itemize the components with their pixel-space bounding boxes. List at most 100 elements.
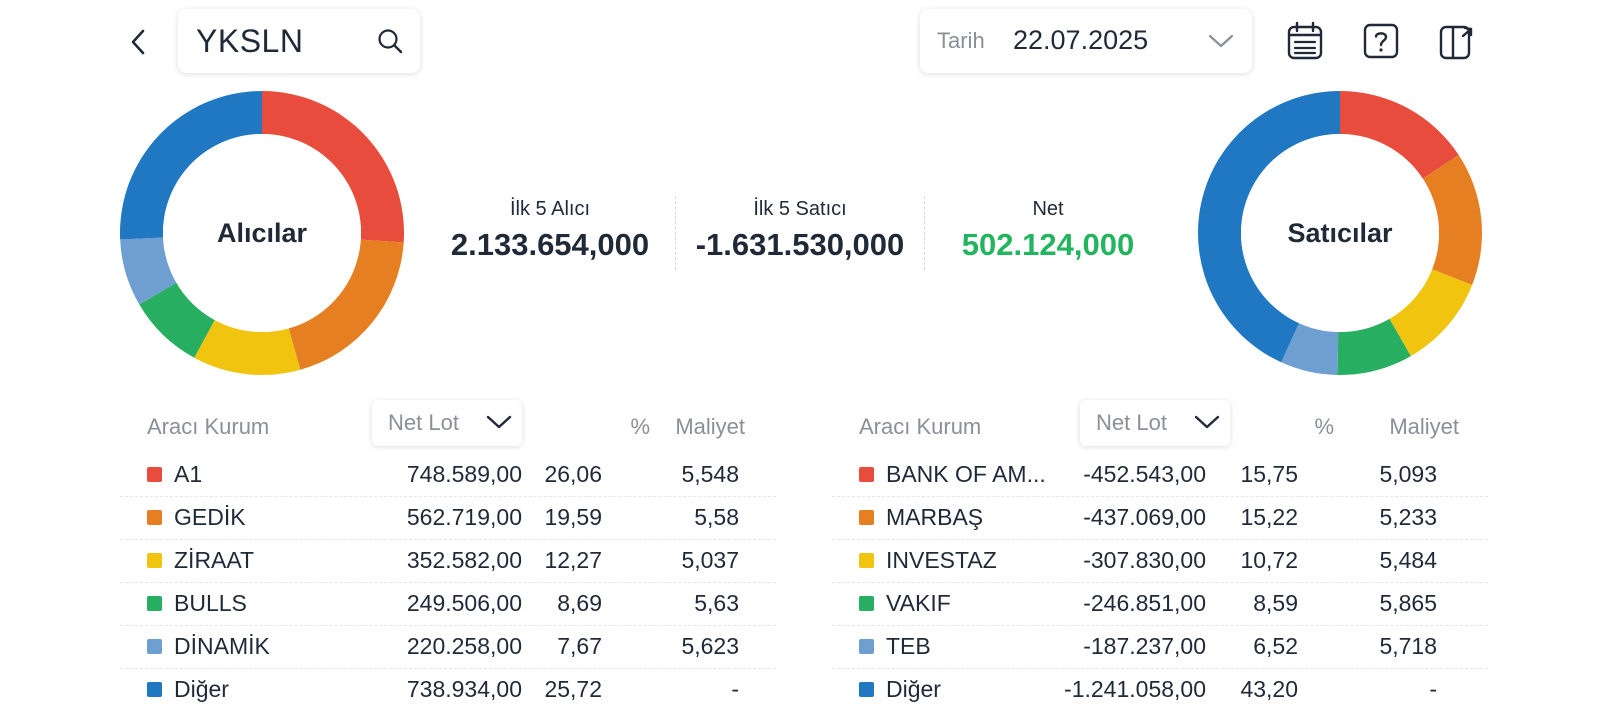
table-row[interactable]: TEB -187.237,00 6,52 5,718 bbox=[832, 626, 1488, 669]
net-lot-value: -307.830,00 bbox=[1083, 547, 1206, 573]
donut-slice bbox=[262, 91, 404, 243]
donut-slice bbox=[1389, 269, 1473, 357]
donut-slice bbox=[1422, 155, 1482, 286]
sellers-table-body: BANK OF AM... -452.543,00 15,75 5,093 MARBAŞ… bbox=[832, 454, 1488, 711]
broker-name: MARBAŞ bbox=[886, 504, 984, 530]
table-row[interactable]: VAKIF -246.851,00 8,59 5,865 bbox=[832, 583, 1488, 626]
cost-value: 5,58 bbox=[694, 504, 739, 530]
pct-value: 43,20 bbox=[1240, 676, 1298, 702]
table-row[interactable]: A1 748.589,00 26,06 5,548 bbox=[120, 454, 776, 497]
date-label: Tarih bbox=[937, 28, 985, 53]
net-value: 502.124,000 bbox=[961, 227, 1135, 262]
table-row[interactable]: ZİRAAT 352.582,00 12,27 5,037 bbox=[120, 540, 776, 583]
donut-hole bbox=[163, 134, 361, 332]
search-input[interactable]: YKSLN bbox=[196, 23, 304, 59]
broker-name: A1 bbox=[174, 461, 203, 487]
search-icon[interactable] bbox=[376, 27, 404, 55]
buyers-donut-title: Alıcılar bbox=[216, 217, 308, 248]
back-button[interactable] bbox=[120, 22, 156, 62]
net-summary: Net 502.124,000 bbox=[938, 198, 1158, 263]
summary-divider bbox=[675, 196, 676, 270]
donut-slice bbox=[139, 282, 215, 358]
broker-name: BANK OF AM... bbox=[886, 461, 1046, 487]
table-row[interactable]: GEDİK 562.719,00 19,59 5,58 bbox=[120, 497, 776, 540]
donut-slice bbox=[194, 319, 301, 375]
buyers-donut-chart: Alıcılar bbox=[115, 86, 409, 380]
pct-column-header: % bbox=[1314, 414, 1334, 439]
sellers-donut-chart: Satıcılar bbox=[1193, 86, 1487, 380]
donut-slice bbox=[1281, 323, 1339, 375]
sellers-donut-title: Satıcılar bbox=[1287, 217, 1393, 248]
top5-buyers-summary: İlk 5 Alıcı 2.133.654,000 bbox=[440, 198, 660, 263]
pct-value: 8,69 bbox=[557, 590, 602, 616]
symbol-search-field[interactable]: YKSLN bbox=[178, 9, 420, 73]
table-row[interactable]: BULLS 249.506,00 8,69 5,63 bbox=[120, 583, 776, 626]
net-lot-column-header: Net Lot bbox=[1096, 410, 1167, 435]
chevron-down-icon[interactable] bbox=[1208, 33, 1234, 49]
calendar-list-icon[interactable] bbox=[1284, 20, 1326, 62]
date-select[interactable]: Tarih 22.07.2025 bbox=[920, 9, 1252, 73]
pct-value: 7,67 bbox=[557, 633, 602, 659]
broker-name: ZİRAAT bbox=[174, 547, 255, 573]
table-row[interactable]: Diğer -1.241.058,00 43,20 - bbox=[832, 669, 1488, 711]
export-icon[interactable] bbox=[1436, 20, 1478, 62]
pct-value: 10,72 bbox=[1240, 547, 1298, 573]
net-lot-value: 220.258,00 bbox=[406, 633, 522, 659]
table-row[interactable]: BANK OF AM... -452.543,00 15,75 5,093 bbox=[832, 454, 1488, 497]
net-lot-sort-button[interactable]: Net Lot bbox=[1080, 400, 1230, 446]
summary-divider bbox=[924, 196, 925, 270]
legend-swatch bbox=[147, 553, 162, 568]
legend-swatch bbox=[859, 553, 874, 568]
top5-sellers-value: -1.631.530,000 bbox=[695, 227, 905, 262]
net-lot-value: 352.582,00 bbox=[406, 547, 522, 573]
pct-value: 19,59 bbox=[544, 504, 602, 530]
date-value[interactable]: 22.07.2025 bbox=[1013, 25, 1149, 55]
legend-swatch bbox=[147, 639, 162, 654]
legend-swatch bbox=[147, 596, 162, 611]
broker-column-header: Aracı Kurum bbox=[859, 414, 982, 439]
table-row[interactable]: DİNAMİK 220.258,00 7,67 5,623 bbox=[120, 626, 776, 669]
net-lot-value: 249.506,00 bbox=[406, 590, 522, 616]
net-lot-value: 562.719,00 bbox=[406, 504, 522, 530]
legend-swatch bbox=[859, 596, 874, 611]
legend-swatch bbox=[859, 467, 874, 482]
net-lot-value: -437.069,00 bbox=[1083, 504, 1206, 530]
donut-hole bbox=[1241, 134, 1439, 332]
cost-value: 5,233 bbox=[1379, 504, 1437, 530]
chevron-down-icon bbox=[486, 415, 512, 429]
cost-value: 5,865 bbox=[1379, 590, 1437, 616]
net-lot-value: -246.851,00 bbox=[1083, 590, 1206, 616]
net-lot-column-header: Net Lot bbox=[388, 410, 459, 435]
legend-swatch bbox=[859, 682, 874, 697]
broker-name: BULLS bbox=[174, 590, 247, 616]
net-lot-value: -452.543,00 bbox=[1083, 461, 1206, 487]
top5-buyers-value: 2.133.654,000 bbox=[450, 227, 650, 262]
cost-column-header: Maliyet bbox=[675, 414, 745, 439]
sellers-table-header: Aracı Kurum Net Lot % Maliyet bbox=[832, 396, 1488, 454]
net-lot-sort-button[interactable]: Net Lot bbox=[372, 400, 522, 446]
help-icon[interactable] bbox=[1360, 20, 1402, 62]
cost-value: 5,548 bbox=[681, 461, 739, 487]
cost-value: 5,093 bbox=[1379, 461, 1437, 487]
legend-swatch bbox=[147, 682, 162, 697]
donut-slice bbox=[120, 237, 177, 305]
buyers-table: Aracı Kurum Net Lot % Maliyet A1 748.589,… bbox=[120, 396, 776, 711]
donut-slice bbox=[1340, 91, 1459, 179]
sellers-table: Aracı Kurum Net Lot % Maliyet BANK OF AM… bbox=[832, 396, 1488, 711]
cost-value: 5,718 bbox=[1379, 633, 1437, 659]
table-row[interactable]: INVESTAZ -307.830,00 10,72 5,484 bbox=[832, 540, 1488, 583]
net-label: Net bbox=[1032, 198, 1064, 220]
sellers-donut-svg bbox=[1198, 91, 1482, 375]
legend-swatch bbox=[147, 467, 162, 482]
cost-value: 5,484 bbox=[1379, 547, 1437, 573]
pct-value: 8,59 bbox=[1253, 590, 1298, 616]
table-row[interactable]: Diğer 738.934,00 25,72 - bbox=[120, 669, 776, 711]
broker-name: GEDİK bbox=[174, 504, 246, 530]
broker-name: VAKIF bbox=[886, 590, 951, 616]
broker-column-header: Aracı Kurum bbox=[147, 414, 270, 439]
cost-value: 5,037 bbox=[681, 547, 739, 573]
table-row[interactable]: MARBAŞ -437.069,00 15,22 5,233 bbox=[832, 497, 1488, 540]
top5-sellers-summary: İlk 5 Satıcı -1.631.530,000 bbox=[690, 198, 910, 263]
legend-swatch bbox=[859, 510, 874, 525]
buyers-donut-svg bbox=[120, 91, 404, 375]
